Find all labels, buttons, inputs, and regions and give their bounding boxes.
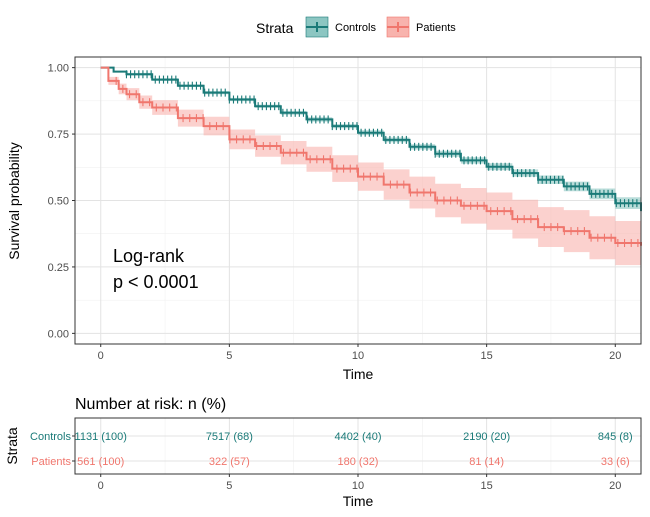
risk-row-labels: Controls Patients bbox=[30, 431, 75, 468]
risk-x-tick-label: 0 bbox=[98, 480, 104, 492]
censor-marks bbox=[115, 70, 639, 248]
y-tick-label: 0.50 bbox=[48, 196, 69, 208]
logrank-label: Log-rank bbox=[113, 246, 185, 266]
survival-curve-patients bbox=[100, 66, 642, 246]
risk-x-tick-label: 5 bbox=[226, 480, 232, 492]
survival-curve-controls bbox=[100, 66, 642, 212]
risk-cell-patients: 322 (57) bbox=[209, 456, 250, 468]
risk-x-tick-label: 10 bbox=[352, 480, 364, 492]
survival-plot: 0.00 0.25 0.50 0.75 1.00 0 5 10 15 20 Time Survi… bbox=[6, 56, 642, 382]
risk-cell-patients: 180 (32) bbox=[338, 456, 379, 468]
risk-cell-patients: 81 (14) bbox=[469, 456, 504, 468]
risk-row-label-patients: Patients bbox=[31, 456, 71, 468]
y-axis-label: Survival probability bbox=[6, 142, 22, 260]
y-tick-label: 1.00 bbox=[48, 63, 69, 75]
risk-x-tick-label: 15 bbox=[481, 480, 493, 492]
x-tick-label: 5 bbox=[226, 350, 232, 362]
legend-label-controls: Controls bbox=[335, 22, 376, 34]
x-axis-label: Time bbox=[343, 366, 374, 382]
risk-cells: 1131 (100) 7517 (68) 4402 (40) 2190 (20) 845… bbox=[75, 431, 633, 468]
x-tick-label: 15 bbox=[481, 350, 493, 362]
risk-cell-controls: 845 (8) bbox=[598, 431, 633, 443]
x-tick-label: 0 bbox=[98, 350, 104, 362]
y-tick-label: 0.00 bbox=[48, 328, 69, 340]
risk-table: Number at risk: n (%) Controls Patients 1… bbox=[4, 396, 642, 509]
x-tick-label: 10 bbox=[352, 350, 364, 362]
risk-cell-controls: 1131 (100) bbox=[75, 431, 127, 443]
risk-cell-controls: 2190 (20) bbox=[463, 431, 510, 443]
risk-y-axis-label: Strata bbox=[4, 427, 20, 465]
risk-cell-controls: 7517 (68) bbox=[206, 431, 253, 443]
risk-row-label-controls: Controls bbox=[30, 431, 71, 443]
main-gridlines bbox=[75, 57, 641, 344]
legend-key-patients bbox=[386, 16, 410, 38]
risk-gridlines bbox=[75, 418, 641, 474]
y-tick-label: 0.25 bbox=[48, 262, 69, 274]
risk-x-axis-label: Time bbox=[343, 493, 374, 509]
confidence-band-patients bbox=[100, 67, 641, 269]
y-tick-label: 0.75 bbox=[48, 129, 69, 141]
risk-x-axis-ticks: 0 5 10 15 20 bbox=[98, 474, 621, 492]
legend-title: Strata bbox=[256, 20, 294, 36]
legend: Strata Controls Patients bbox=[256, 16, 456, 38]
confidence-band-controls bbox=[100, 67, 641, 218]
risk-cell-patients: 561 (100) bbox=[77, 456, 124, 468]
x-axis-ticks: 0 5 10 15 20 bbox=[98, 344, 621, 362]
legend-key-controls bbox=[305, 16, 329, 38]
y-axis-ticks: 0.00 0.25 0.50 0.75 1.00 bbox=[48, 63, 75, 340]
risk-cell-controls: 4402 (40) bbox=[334, 431, 381, 443]
x-tick-label: 20 bbox=[609, 350, 621, 362]
risk-table-title: Number at risk: n (%) bbox=[75, 396, 226, 413]
confidence-bands bbox=[100, 67, 641, 269]
risk-x-tick-label: 20 bbox=[609, 480, 621, 492]
risk-cell-patients: 33 (6) bbox=[601, 456, 630, 468]
survival-curves bbox=[100, 66, 642, 246]
legend-label-patients: Patients bbox=[416, 22, 456, 34]
pvalue-label: p < 0.0001 bbox=[113, 272, 199, 292]
